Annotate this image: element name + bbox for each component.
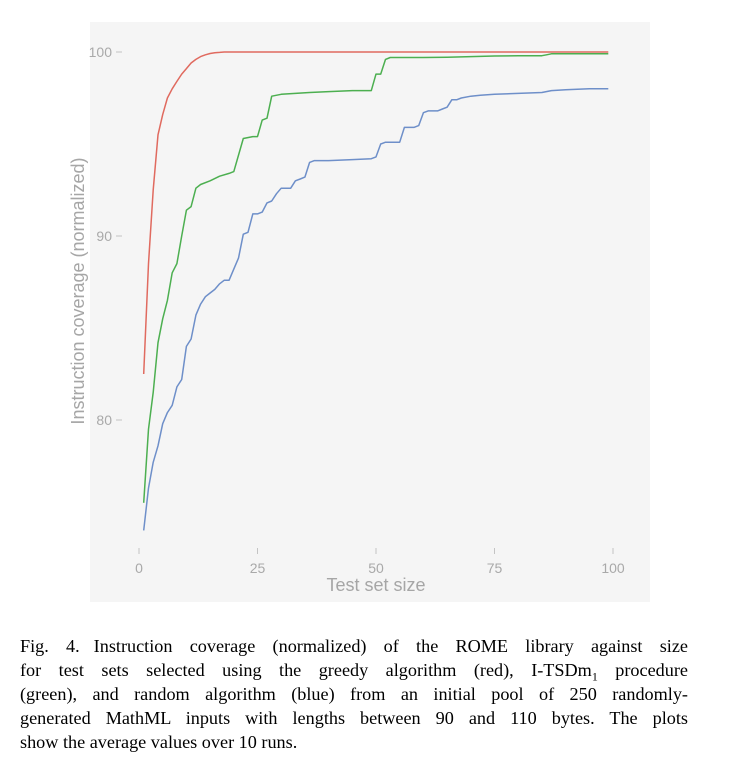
caption-line: show the average values over 10 runs.: [20, 730, 688, 754]
y-axis-title: Instruction coverage (normalized): [68, 157, 88, 424]
caption-line: generated MathML inputs with lengths bet…: [20, 706, 688, 730]
y-tick-label: 90: [96, 228, 112, 244]
chart-svg: 80 90 100 0 25 50 75 100 Test set size Instruct…: [68, 22, 650, 602]
x-tick-label: 0: [135, 560, 143, 576]
x-tick-label: 75: [487, 560, 503, 576]
caption-line: (green), and random algorithm (blue) fro…: [20, 682, 688, 706]
caption-line-5: show the average values over 10 runs.: [20, 732, 298, 752]
random-series-line: [142, 88, 609, 531]
figure: 80 90 100 0 25 50 75 100 Test set size Instruct…: [68, 22, 650, 602]
x-axis-title: Test set size: [326, 575, 425, 595]
caption-line-2-tail: procedure: [597, 660, 688, 680]
y-tick-label: 100: [89, 44, 113, 60]
x-tick-label: 50: [368, 560, 384, 576]
caption-line: Fig. 4. Instruction coverage (normalized)…: [20, 634, 688, 658]
y-tick-label: 80: [96, 412, 112, 428]
caption-line: for test sets selected using the greedy …: [20, 658, 688, 684]
x-tick-label: 100: [601, 560, 625, 576]
caption-line-1: Instruction coverage (normalized) of the…: [93, 636, 688, 656]
greedy-series-line: [142, 51, 609, 375]
caption-subscript: 1: [591, 669, 598, 684]
figure-caption: Fig. 4. Instruction coverage (normalized)…: [20, 634, 688, 754]
caption-line-2: for test sets selected using the greedy …: [20, 660, 592, 680]
caption-line-3: (green), and random algorithm (blue) fro…: [20, 684, 688, 704]
ticks-layer: 80 90 100 0 25 50 75 100: [89, 44, 625, 576]
plot-panel: [90, 22, 650, 602]
series-layer: [142, 51, 609, 531]
caption-line-4: generated MathML inputs with lengths bet…: [20, 708, 688, 728]
caption-label: Fig. 4.: [20, 636, 80, 656]
i-tsd-series-line: [142, 53, 609, 503]
x-tick-label: 25: [250, 560, 266, 576]
